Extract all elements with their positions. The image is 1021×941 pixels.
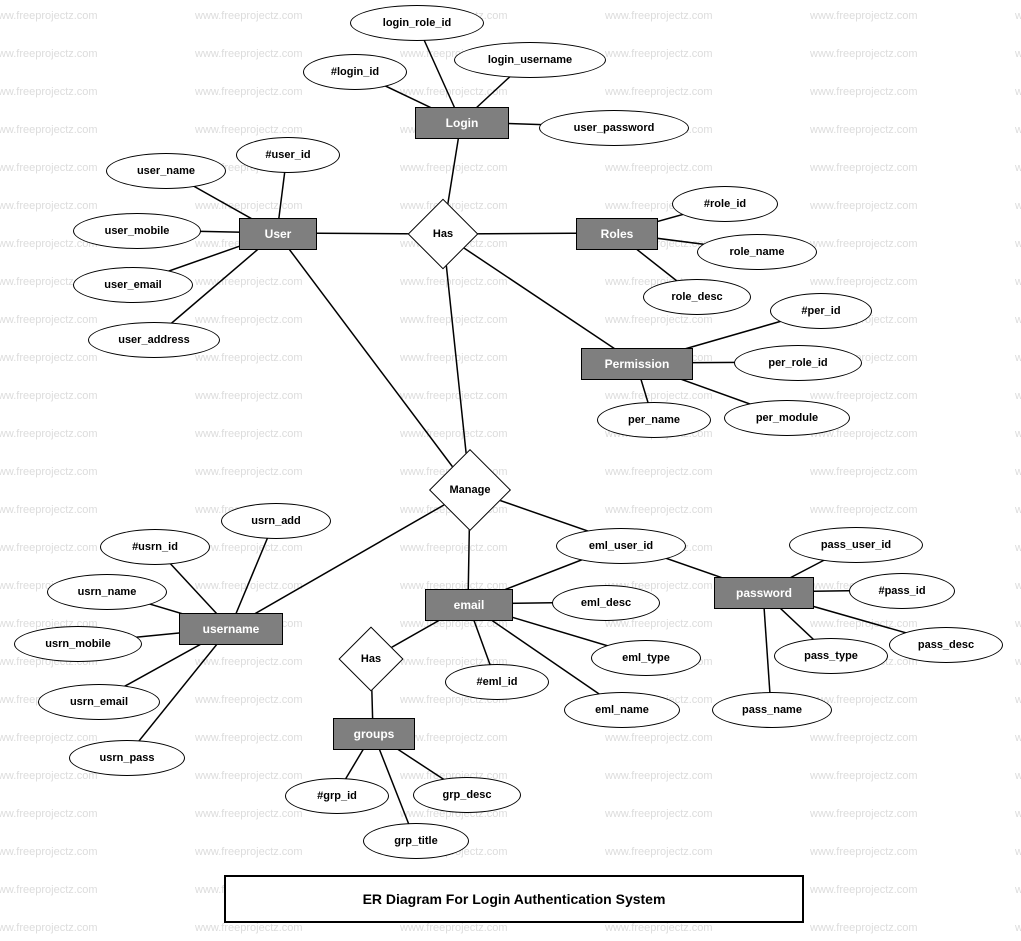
attribute-eml_id: #eml_id (445, 664, 549, 700)
attribute-eml_user_id: eml_user_id (556, 528, 686, 564)
attribute-user_password: user_password (539, 110, 689, 146)
attribute-user_mobile: user_mobile (73, 213, 201, 249)
relationship-has2-label: Has (361, 653, 381, 665)
attribute-per_role_id: per_role_id (734, 345, 862, 381)
attribute-usrn_add: usrn_add (221, 503, 331, 539)
attribute-user_email: user_email (73, 267, 193, 303)
entity-permission: Permission (581, 348, 693, 380)
attribute-grp_desc: grp_desc (413, 777, 521, 813)
attribute-user_name: user_name (106, 153, 226, 189)
entity-password: password (714, 577, 814, 609)
entity-login: Login (415, 107, 509, 139)
entity-groups: groups (333, 718, 415, 750)
diagram-title: ER Diagram For Login Authentication Syst… (224, 875, 804, 923)
relationship-manage: Manage (442, 462, 498, 518)
attribute-usrn_email: usrn_email (38, 684, 160, 720)
attribute-pass_desc: pass_desc (889, 627, 1003, 663)
attribute-role_name: role_name (697, 234, 817, 270)
attribute-user_address: user_address (88, 322, 220, 358)
relationship-has2: Has (349, 637, 393, 681)
relationship-has1: Has (419, 210, 467, 258)
attribute-pass_id: #pass_id (849, 573, 955, 609)
attribute-usrn_pass: usrn_pass (69, 740, 185, 776)
relationship-has1-label: Has (433, 228, 453, 240)
attribute-per_module: per_module (724, 400, 850, 436)
attribute-login_role_id: login_role_id (350, 5, 484, 41)
attribute-login_username: login_username (454, 42, 606, 78)
relationship-manage-label: Manage (450, 484, 491, 496)
entity-email: email (425, 589, 513, 621)
attribute-grp_title: grp_title (363, 823, 469, 859)
attribute-eml_name: eml_name (564, 692, 680, 728)
attribute-role_desc: role_desc (643, 279, 751, 315)
attribute-role_id: #role_id (672, 186, 778, 222)
attribute-pass_user_id: pass_user_id (789, 527, 923, 563)
attribute-pass_name: pass_name (712, 692, 832, 728)
attribute-user_id: #user_id (236, 137, 340, 173)
attribute-usrn_id: #usrn_id (100, 529, 210, 565)
attribute-usrn_name: usrn_name (47, 574, 167, 610)
attribute-grp_id: #grp_id (285, 778, 389, 814)
attribute-login_id: #login_id (303, 54, 407, 90)
entity-username: username (179, 613, 283, 645)
entity-user: User (239, 218, 317, 250)
entity-roles: Roles (576, 218, 658, 250)
attribute-eml_type: eml_type (591, 640, 701, 676)
attribute-per_name: per_name (597, 402, 711, 438)
attribute-usrn_mobile: usrn_mobile (14, 626, 142, 662)
attribute-eml_desc: eml_desc (552, 585, 660, 621)
attribute-per_id: #per_id (770, 293, 872, 329)
attribute-pass_type: pass_type (774, 638, 888, 674)
